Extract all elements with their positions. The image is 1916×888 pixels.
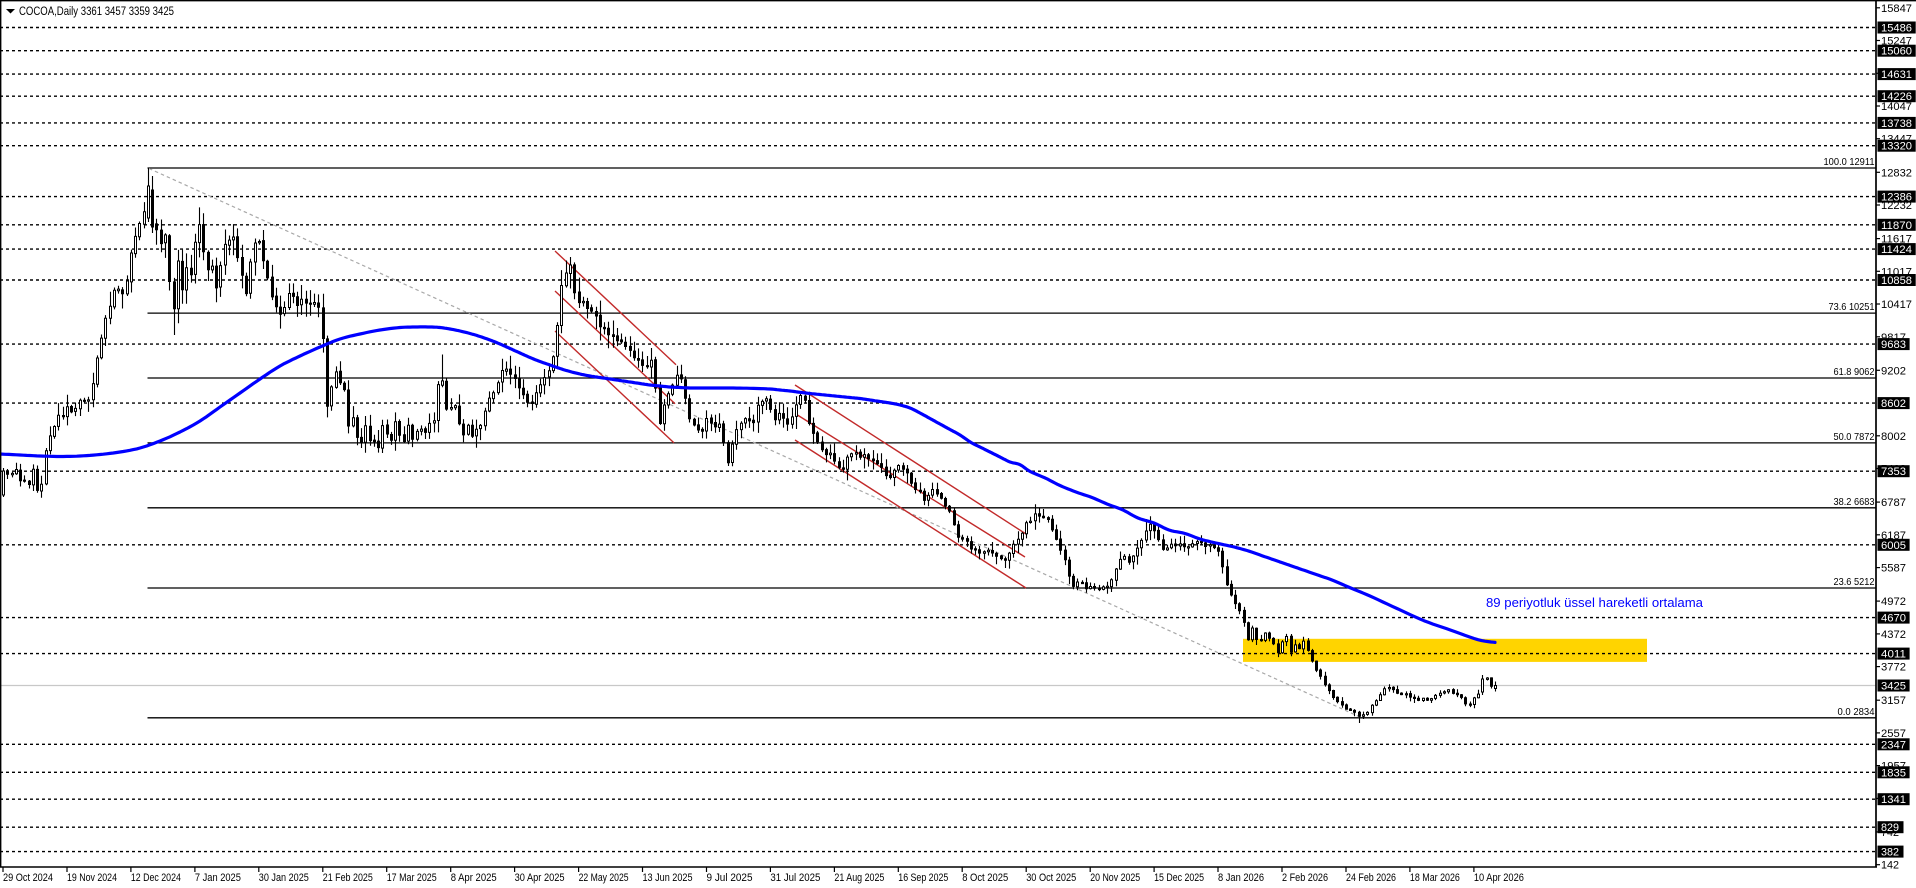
svg-text:20 Nov 2025: 20 Nov 2025 xyxy=(1090,872,1140,884)
svg-text:31 Jul 2025: 31 Jul 2025 xyxy=(770,872,820,884)
svg-text:30 Jan 2025: 30 Jan 2025 xyxy=(259,872,309,884)
svg-text:14047: 14047 xyxy=(1881,101,1912,113)
svg-text:6005: 6005 xyxy=(1881,540,1906,552)
svg-text:12832: 12832 xyxy=(1881,167,1912,179)
svg-text:12 Dec 2024: 12 Dec 2024 xyxy=(131,872,181,884)
svg-text:12232: 12232 xyxy=(1881,200,1912,212)
svg-text:4011: 4011 xyxy=(1881,649,1906,661)
svg-text:4372: 4372 xyxy=(1881,629,1906,641)
svg-text:9683: 9683 xyxy=(1881,339,1906,351)
svg-text:73.6 10251: 73.6 10251 xyxy=(1829,301,1875,313)
svg-text:382: 382 xyxy=(1881,847,1899,859)
svg-text:10 Apr 2026: 10 Apr 2026 xyxy=(1474,872,1524,884)
svg-text:3772: 3772 xyxy=(1881,662,1906,674)
svg-text:29 Oct 2024: 29 Oct 2024 xyxy=(3,872,53,884)
svg-text:11870: 11870 xyxy=(1881,220,1912,232)
svg-text:13320: 13320 xyxy=(1881,141,1912,153)
svg-text:8 Jan 2026: 8 Jan 2026 xyxy=(1218,872,1264,884)
svg-text:16 Sep 2025: 16 Sep 2025 xyxy=(898,872,948,884)
svg-text:8002: 8002 xyxy=(1881,431,1906,443)
svg-text:100.0 12911: 100.0 12911 xyxy=(1824,156,1875,168)
svg-text:30 Oct 2025: 30 Oct 2025 xyxy=(1026,872,1076,884)
svg-text:8602: 8602 xyxy=(1881,398,1906,410)
svg-text:1341: 1341 xyxy=(1881,794,1906,806)
svg-text:14226: 14226 xyxy=(1881,91,1912,103)
svg-text:22 May 2025: 22 May 2025 xyxy=(579,872,629,884)
svg-text:14631: 14631 xyxy=(1881,69,1912,81)
svg-text:10858: 10858 xyxy=(1881,275,1912,287)
svg-text:4972: 4972 xyxy=(1881,596,1906,608)
svg-text:15247: 15247 xyxy=(1881,36,1912,48)
svg-text:21 Feb 2025: 21 Feb 2025 xyxy=(323,872,373,884)
svg-text:3425: 3425 xyxy=(1881,681,1906,693)
svg-text:24 Feb 2026: 24 Feb 2026 xyxy=(1346,872,1396,884)
svg-text:15060: 15060 xyxy=(1881,46,1912,58)
svg-text:12386: 12386 xyxy=(1881,192,1912,204)
svg-text:30 Apr 2025: 30 Apr 2025 xyxy=(515,872,565,884)
svg-text:COCOA,Daily 3361 3457 3359 34: COCOA,Daily 3361 3457 3359 3425 xyxy=(19,4,174,18)
svg-text:9 Jul 2025: 9 Jul 2025 xyxy=(707,872,753,884)
svg-text:2347: 2347 xyxy=(1881,739,1906,751)
svg-text:8 Apr 2025: 8 Apr 2025 xyxy=(451,872,497,884)
svg-text:15486: 15486 xyxy=(1881,23,1912,35)
svg-text:3157: 3157 xyxy=(1881,695,1906,707)
svg-text:8 Oct 2025: 8 Oct 2025 xyxy=(962,872,1008,884)
svg-text:7 Jan 2025: 7 Jan 2025 xyxy=(195,872,241,884)
svg-text:11424: 11424 xyxy=(1881,244,1912,256)
svg-text:7353: 7353 xyxy=(1881,466,1906,478)
svg-text:15847: 15847 xyxy=(1881,3,1912,15)
svg-text:19 Nov 2024: 19 Nov 2024 xyxy=(67,872,117,884)
svg-text:18 Mar 2026: 18 Mar 2026 xyxy=(1410,872,1460,884)
svg-text:0.0 2834: 0.0 2834 xyxy=(1838,706,1875,718)
svg-text:10417: 10417 xyxy=(1881,299,1912,311)
svg-text:13738: 13738 xyxy=(1881,118,1912,130)
svg-text:4670: 4670 xyxy=(1881,613,1906,625)
svg-text:9202: 9202 xyxy=(1881,365,1906,377)
svg-text:142: 142 xyxy=(1881,860,1899,872)
svg-text:17 Mar 2025: 17 Mar 2025 xyxy=(387,872,437,884)
svg-text:1835: 1835 xyxy=(1881,767,1906,779)
svg-text:15 Dec 2025: 15 Dec 2025 xyxy=(1154,872,1204,884)
svg-text:5587: 5587 xyxy=(1881,563,1906,575)
svg-text:11617: 11617 xyxy=(1881,234,1912,246)
svg-text:21 Aug 2025: 21 Aug 2025 xyxy=(834,872,884,884)
svg-text:61.8 9062: 61.8 9062 xyxy=(1834,366,1875,378)
svg-text:2 Feb 2026: 2 Feb 2026 xyxy=(1282,872,1328,884)
svg-text:13 Jun 2025: 13 Jun 2025 xyxy=(643,872,693,884)
svg-text:50.0 7872: 50.0 7872 xyxy=(1834,431,1875,443)
svg-text:89 periyotluk üssel hareketli: 89 periyotluk üssel hareketli ortalama xyxy=(1486,595,1704,610)
svg-text:38.2 6683: 38.2 6683 xyxy=(1834,496,1875,508)
svg-text:2557: 2557 xyxy=(1881,728,1906,740)
svg-text:6787: 6787 xyxy=(1881,497,1906,509)
svg-text:829: 829 xyxy=(1881,822,1899,834)
svg-text:23.6 5212: 23.6 5212 xyxy=(1834,576,1875,588)
